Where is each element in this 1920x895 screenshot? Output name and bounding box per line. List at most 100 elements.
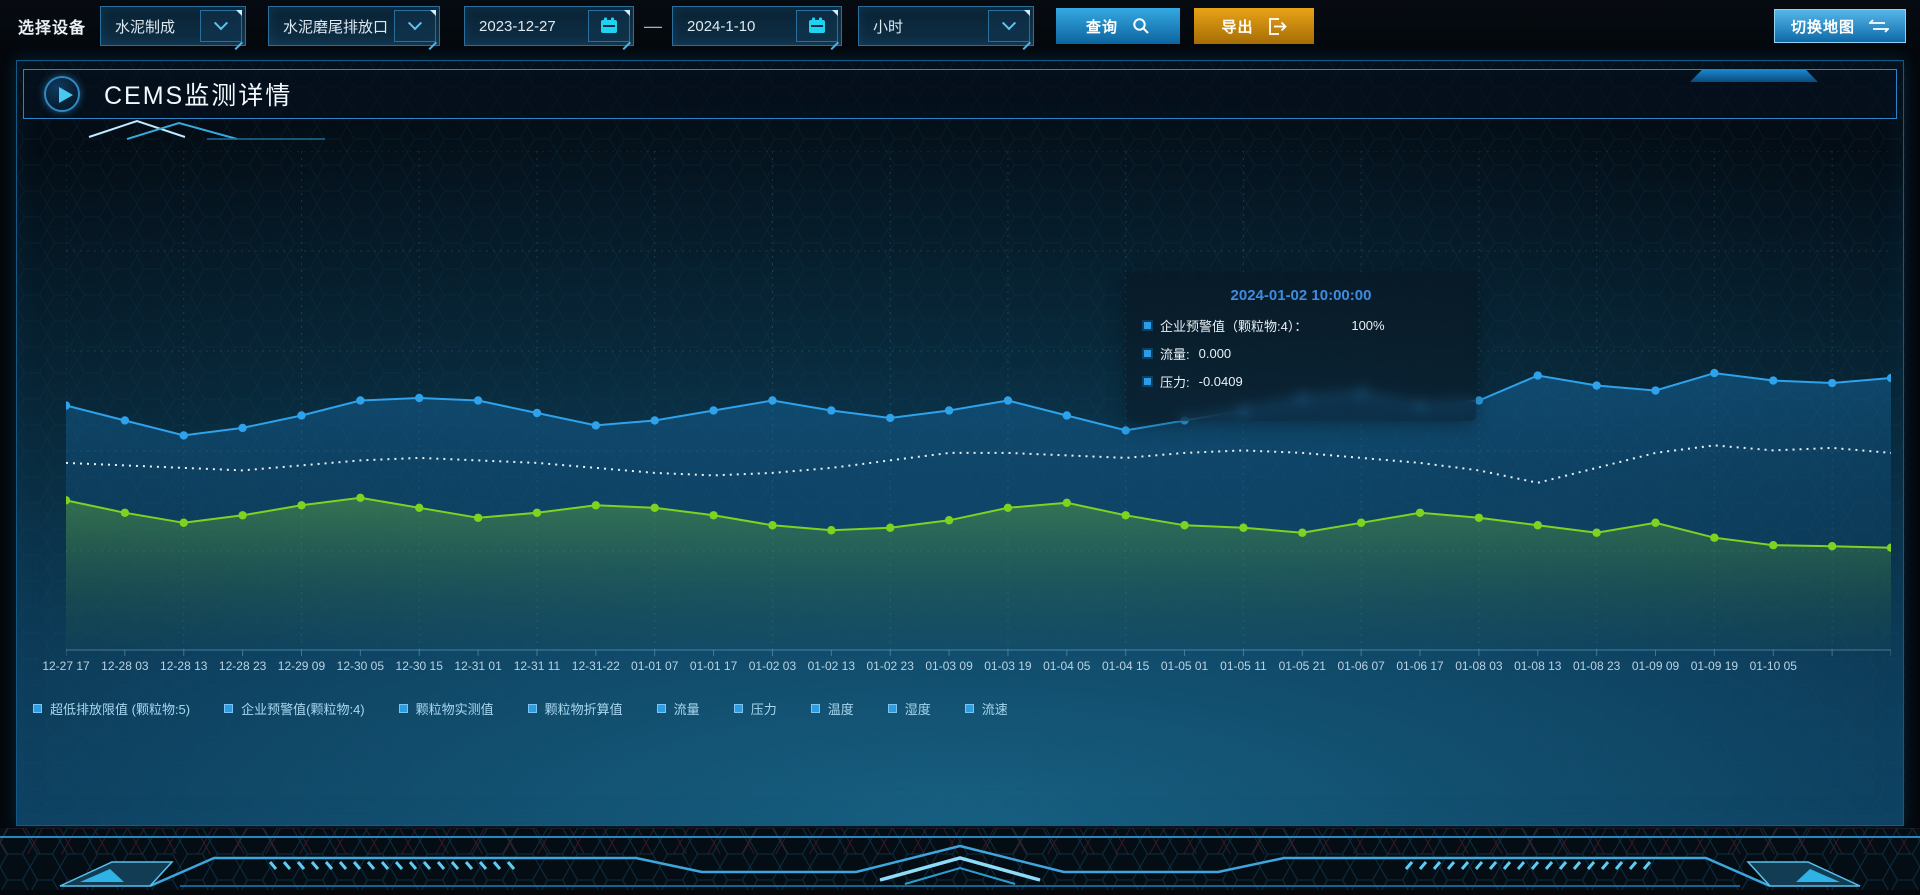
legend-label: 颗粒物折算值	[545, 699, 623, 718]
legend-item[interactable]: 流速	[965, 699, 1008, 718]
x-axis-label: 01-08 13	[1514, 659, 1561, 673]
legend-item[interactable]: 颗粒物折算值	[528, 699, 623, 718]
export-icon	[1268, 18, 1287, 35]
x-axis-label: 01-10 05	[1750, 659, 1797, 673]
x-axis-label: 01-03 09	[925, 659, 972, 673]
legend-marker-icon	[965, 704, 974, 713]
calendar-icon[interactable]	[588, 10, 630, 42]
bottom-decoration	[0, 828, 1920, 890]
x-axis-label: 12-29 09	[278, 659, 325, 673]
legend-label: 超低排放限值 (颗粒物:5)	[50, 699, 190, 718]
query-button-label: 查询	[1086, 16, 1118, 37]
legend-item[interactable]: 压力	[734, 699, 777, 718]
title-bar-notch	[1690, 69, 1818, 82]
x-axis-label: 01-02 13	[808, 659, 855, 673]
chevron-down-icon[interactable]	[394, 10, 436, 42]
device-select[interactable]: 水泥制成	[100, 6, 246, 46]
x-axis-label: 01-04 15	[1102, 659, 1149, 673]
end-date-value: 2024-1-10	[673, 18, 796, 35]
legend-item[interactable]: 流量	[657, 699, 700, 718]
x-axis-label: 12-31 11	[514, 659, 560, 673]
x-axis-label: 12-30 05	[337, 659, 384, 673]
x-axis-label: 01-01 07	[631, 659, 678, 673]
export-button-label: 导出	[1222, 16, 1254, 37]
chart-areas	[66, 373, 1891, 650]
x-axis-label: 01-06 17	[1396, 659, 1443, 673]
legend-item[interactable]: 温度	[811, 699, 854, 718]
chevron-down-icon[interactable]	[988, 10, 1030, 42]
legend-label: 温度	[828, 699, 854, 718]
x-axis-label: 12-30 15	[396, 659, 443, 673]
x-axis-label: 12-28 03	[101, 659, 148, 673]
legend-marker-icon	[888, 704, 897, 713]
x-axis-label: 01-08 03	[1455, 659, 1502, 673]
legend-item[interactable]: 企业预警值(颗粒物:4)	[224, 699, 365, 718]
end-date-input[interactable]: 2024-1-10	[672, 6, 842, 46]
x-axis-label: 01-04 05	[1043, 659, 1090, 673]
tooltip-row-value: 0.000	[1199, 346, 1232, 361]
legend-marker-icon	[528, 704, 537, 713]
tooltip-row-value: 100%	[1351, 318, 1384, 333]
interval-select[interactable]: 小时	[858, 6, 1034, 46]
legend-marker-icon	[734, 704, 743, 713]
query-button[interactable]: 查询	[1056, 8, 1180, 44]
tooltip-row: 流量: 0.000	[1144, 344, 1458, 363]
date-range-separator: —	[644, 16, 662, 37]
legend-marker-icon	[33, 704, 42, 713]
x-axis	[66, 650, 1891, 656]
panel-title-bar: CEMS监测详情	[23, 69, 1897, 119]
legend-item[interactable]: 超低排放限值 (颗粒物:5)	[33, 699, 190, 718]
outlet-select[interactable]: 水泥磨尾排放口	[268, 6, 440, 46]
x-axis-label: 12-28 23	[219, 659, 266, 673]
series-marker-icon	[1144, 350, 1151, 357]
tooltip-timestamp: 2024-01-02 10:00:00	[1144, 287, 1458, 304]
swap-arrows-icon	[1869, 19, 1889, 33]
x-axis-label: 12-31-22	[572, 659, 620, 673]
page-title: CEMS监测详情	[104, 76, 292, 112]
legend-item[interactable]: 颗粒物实测值	[399, 699, 494, 718]
chart-legend: 超低排放限值 (颗粒物:5) 企业预警值(颗粒物:4) 颗粒物实测值 颗粒物折算值 流量…	[33, 699, 1008, 718]
interval-select-value: 小时	[859, 16, 988, 37]
series-marker-icon	[1144, 378, 1151, 385]
tooltip-row-label: 企业预警值（颗粒物:4）：	[1160, 316, 1307, 335]
switch-map-button[interactable]: 切换地图	[1774, 9, 1906, 43]
chevron-down-icon[interactable]	[200, 10, 242, 42]
x-axis-label: 01-01 17	[690, 659, 737, 673]
cems-line-chart[interactable]	[66, 151, 1891, 661]
legend-item[interactable]: 湿度	[888, 699, 931, 718]
x-axis-label: 12-28 13	[160, 659, 207, 673]
legend-label: 湿度	[905, 699, 931, 718]
start-date-value: 2023-12-27	[465, 18, 588, 35]
x-axis-label: 01-08 23	[1573, 659, 1620, 673]
outlet-select-value: 水泥磨尾排放口	[269, 16, 394, 37]
switch-map-label: 切换地图	[1791, 16, 1855, 37]
search-icon	[1132, 17, 1150, 35]
x-axis-label: 01-02 23	[867, 659, 914, 673]
legend-label: 企业预警值(颗粒物:4)	[241, 699, 365, 718]
device-label: 选择设备	[18, 14, 86, 38]
x-axis-label: 01-09 19	[1691, 659, 1738, 673]
legend-marker-icon	[657, 704, 666, 713]
tooltip-row-value: -0.0409	[1199, 374, 1243, 389]
legend-marker-icon	[399, 704, 408, 713]
play-icon[interactable]	[44, 76, 80, 112]
tooltip-row: 压力: -0.0409	[1144, 372, 1458, 391]
x-axis-label: 01-02 03	[749, 659, 796, 673]
x-axis-label: 01-05 01	[1161, 659, 1208, 673]
legend-label: 流速	[982, 699, 1008, 718]
x-axis-label: 01-05 11	[1220, 659, 1266, 673]
x-axis-label: 01-06 07	[1337, 659, 1384, 673]
series-marker-icon	[1144, 322, 1151, 329]
title-flourish	[87, 117, 327, 141]
chart-tooltip: 2024-01-02 10:00:00 企业预警值（颗粒物:4）： 100% 流…	[1126, 273, 1476, 421]
x-axis-label: 01-05 21	[1279, 659, 1326, 673]
calendar-icon[interactable]	[796, 10, 838, 42]
x-axis-label: 12-27 17	[42, 659, 89, 673]
legend-marker-icon	[811, 704, 820, 713]
start-date-input[interactable]: 2023-12-27	[464, 6, 634, 46]
legend-label: 流量	[674, 699, 700, 718]
x-axis-label: 01-03 19	[984, 659, 1031, 673]
x-axis-label: 01-09 09	[1632, 659, 1679, 673]
export-button[interactable]: 导出	[1194, 8, 1314, 44]
